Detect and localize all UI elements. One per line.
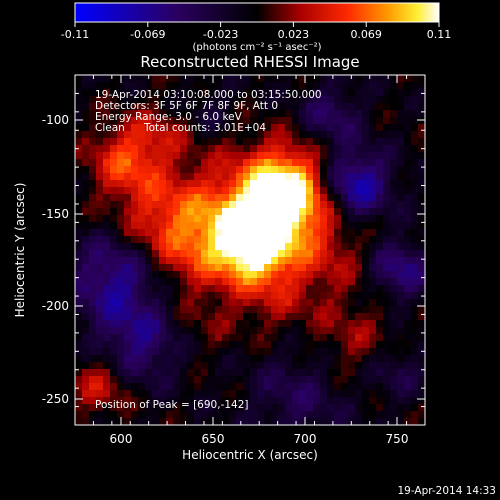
annotation-time-range: 19-Apr-2014 03:10:08.000 to 03:15:50.000 bbox=[95, 89, 322, 101]
x-tick-label: 600 bbox=[110, 432, 133, 446]
image-pixels bbox=[75, 75, 425, 425]
axis-ticks bbox=[74, 74, 426, 426]
annotation-algorithm: Clean bbox=[95, 122, 125, 134]
colorbar-tick-label: 0.023 bbox=[278, 28, 310, 41]
x-tick-label: 700 bbox=[294, 432, 317, 446]
y-tick-label: -150 bbox=[42, 207, 69, 221]
x-tick-label: 650 bbox=[202, 432, 225, 446]
colorbar-tick-label: 0.069 bbox=[350, 28, 382, 41]
colorbar-tick-label: -0.023 bbox=[203, 28, 238, 41]
colorbar-tick-label: 0.11 bbox=[427, 28, 452, 41]
colorbar-tick-label: -0.11 bbox=[61, 28, 89, 41]
annotation-peak-position: Position of Peak = [690,-142] bbox=[95, 399, 249, 411]
y-tick-label: -200 bbox=[42, 299, 69, 313]
annotation-total-counts: Total counts: 3.01E+04 bbox=[143, 122, 266, 134]
annotation-detectors: Detectors: 3F 5F 6F 7F 8F 9F, Att 0 bbox=[95, 100, 278, 112]
annotation-energy-range: Energy Range: 3.0 - 6.0 keV bbox=[95, 111, 243, 123]
y-axis-label: Heliocentric Y (arcsec) bbox=[13, 183, 27, 318]
footer-timestamp: 19-Apr-2014 14:33 bbox=[397, 485, 496, 497]
y-tick-label: -250 bbox=[42, 392, 69, 406]
figure-title: Reconstructed RHESSI Image bbox=[140, 53, 359, 71]
x-axis-label: Heliocentric X (arcsec) bbox=[182, 448, 318, 462]
colorbar: -0.11 -0.069 -0.023 0.023 0.069 0.11 (ph… bbox=[61, 2, 452, 53]
colorbar-gradient bbox=[74, 2, 440, 23]
image-plot bbox=[75, 75, 425, 425]
y-tick-label: -100 bbox=[42, 113, 69, 127]
x-tick-label: 750 bbox=[386, 432, 409, 446]
plot-frame bbox=[74, 74, 426, 426]
colorbar-tick-label: -0.069 bbox=[130, 28, 165, 41]
colorbar-ticks bbox=[74, 22, 440, 27]
colorbar-units: (photons cm⁻² s⁻¹ asec⁻²) bbox=[192, 42, 321, 53]
